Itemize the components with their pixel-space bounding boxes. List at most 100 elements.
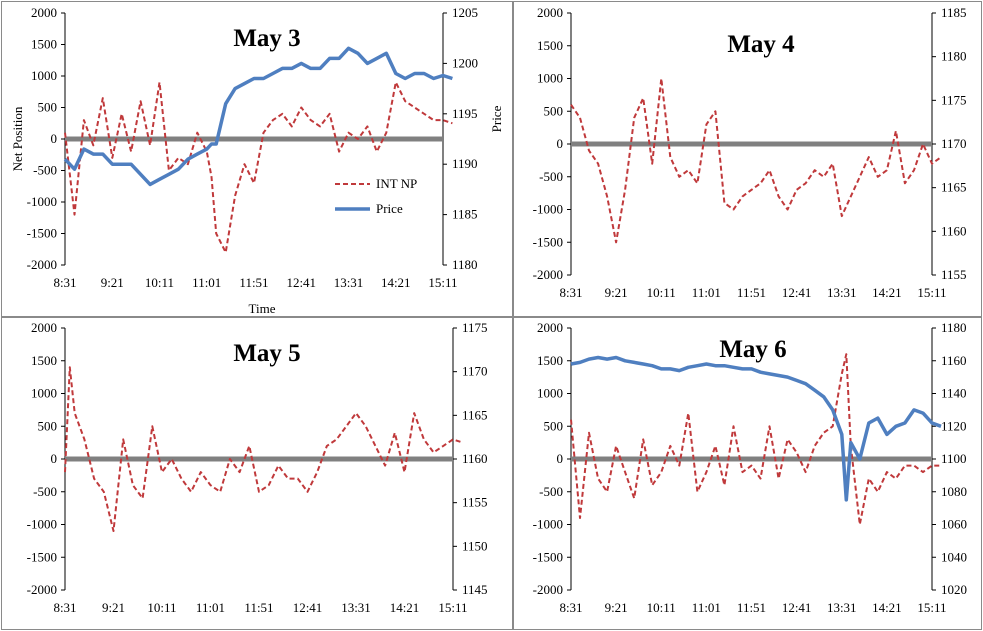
x-tick-label: 8:31: [53, 275, 76, 290]
right-tick-label: 1180: [941, 49, 967, 64]
chart-title: May 4: [727, 31, 795, 58]
panel-may6: -2000 -1500 -1000 -500 0 500 1000 1500 2000 1020 1…: [533, 320, 967, 615]
x-tick-label: 14:21: [872, 285, 902, 300]
x-tick-label: 14:21: [872, 600, 902, 615]
x-axis-title: Time: [249, 301, 276, 316]
right-tick-label: 1170: [462, 364, 488, 379]
right-tick-label: 1195: [452, 106, 478, 121]
x-tick-label: 9:21: [102, 600, 125, 615]
right-tick-label: 1185: [941, 5, 967, 20]
left-tick-label: 500: [544, 418, 564, 433]
left-tick-label: -1000: [533, 202, 563, 217]
right-tick-label: 1040: [941, 549, 967, 564]
x-tick-label: 15:11: [917, 600, 946, 615]
x-tick-label: 13:31: [334, 275, 364, 290]
chart-title: May 5: [233, 340, 300, 367]
left-tick-label: -1000: [533, 517, 563, 532]
x-tick-label: 9:21: [605, 285, 628, 300]
chart-title: May 3: [233, 25, 300, 52]
series-int-np-line: [64, 366, 464, 532]
left-tick-label: 1000: [31, 386, 57, 401]
left-tick-label: 2000: [537, 320, 563, 335]
x-tick-label: 8:31: [53, 600, 76, 615]
right-tick-label: 1060: [941, 517, 967, 532]
left-tick-label: -2000: [27, 257, 57, 272]
x-tick-label: 15:11: [438, 600, 467, 615]
x-tick-label: 11:51: [239, 275, 268, 290]
right-tick-label: 1140: [941, 386, 967, 401]
left-tick-label: -2000: [533, 267, 563, 282]
x-tick-label: 10:11: [145, 275, 174, 290]
panel-frame-may3: [1, 1, 513, 317]
right-tick-label: 1180: [941, 320, 967, 335]
left-tick-label: 0: [557, 451, 564, 466]
panel-frame-may5: [1, 317, 513, 630]
x-tick-label: 13:31: [827, 600, 857, 615]
left-tick-label: -1000: [27, 194, 57, 209]
left-tick-label: 500: [38, 418, 58, 433]
left-tick-label: -1500: [533, 234, 563, 249]
right-tick-label: 1165: [462, 407, 488, 422]
panel-frame-may4: [513, 1, 982, 317]
right-tick-label: 1165: [941, 180, 967, 195]
right-tick-label: 1170: [941, 136, 967, 151]
series-int-np-line: [570, 353, 941, 526]
left-tick-label: 0: [51, 451, 58, 466]
left-tick-label: -1000: [27, 517, 57, 532]
x-tick-label: 11:01: [192, 275, 221, 290]
right-tick-label: 1155: [941, 267, 967, 282]
x-tick-label: 11:51: [737, 600, 766, 615]
left-tick-label: -500: [539, 169, 563, 184]
right-tick-label: 1155: [462, 495, 488, 510]
x-tick-label: 11:01: [196, 600, 225, 615]
x-tick-label: 11:51: [737, 285, 766, 300]
right-tick-label: 1150: [462, 538, 488, 553]
x-tick-label: 8:31: [559, 600, 582, 615]
left-tick-label: 0: [557, 136, 564, 151]
left-tick-label: -2000: [533, 582, 563, 597]
x-tick-label: 12:41: [782, 600, 812, 615]
right-tick-label: 1160: [462, 451, 488, 466]
left-tick-label: -500: [33, 484, 57, 499]
left-tick-label: 1500: [537, 38, 563, 53]
x-tick-label: 12:41: [782, 285, 812, 300]
y-axis-title: Net Position: [10, 106, 25, 171]
left-tick-label: -1500: [533, 549, 563, 564]
legend: INT NP Price: [335, 176, 417, 216]
left-tick-label: 1500: [31, 353, 57, 368]
right-tick-label: 1145: [462, 582, 488, 597]
right-tick-label: 1200: [452, 55, 478, 70]
x-tick-label: 10:11: [647, 600, 676, 615]
legend-label: INT NP: [376, 176, 417, 191]
x-tick-label: 8:31: [559, 285, 582, 300]
series-price-line: [570, 355, 942, 502]
x-tick-label: 15:11: [428, 275, 457, 290]
series-int-np-line: [570, 77, 942, 244]
x-tick-label: 9:21: [101, 275, 124, 290]
left-tick-label: -1500: [27, 226, 57, 241]
x-tick-label: 12:41: [293, 600, 323, 615]
right-tick-label: 1160: [941, 353, 967, 368]
left-tick-label: 500: [38, 100, 58, 115]
left-tick-label: 1000: [31, 68, 57, 83]
right-tick-label: 1020: [941, 582, 967, 597]
left-tick-label: 1500: [31, 37, 57, 52]
legend-label: Price: [376, 201, 403, 216]
left-tick-label: -500: [33, 163, 57, 178]
right-tick-label: 1160: [941, 223, 967, 238]
y2-axis-title: Price: [489, 105, 504, 132]
x-tick-label: 14:21: [381, 275, 411, 290]
x-tick-label: 11:01: [692, 285, 721, 300]
series-price-line: [63, 46, 453, 187]
x-tick-label: 15:11: [917, 285, 946, 300]
x-tick-label: 9:21: [605, 600, 628, 615]
left-tick-label: 1500: [537, 353, 563, 368]
right-tick-label: 1205: [452, 5, 478, 20]
right-tick-label: 1190: [452, 156, 478, 171]
x-tick-label: 13:31: [827, 285, 857, 300]
right-tick-label: 1175: [462, 320, 488, 335]
left-tick-label: 0: [51, 131, 58, 146]
x-tick-label: 12:41: [286, 275, 316, 290]
panel-may5: -2000 -1500 -1000 -500 0 500 1000 1500 2000 1145 1…: [27, 320, 488, 615]
left-tick-label: 500: [544, 103, 564, 118]
